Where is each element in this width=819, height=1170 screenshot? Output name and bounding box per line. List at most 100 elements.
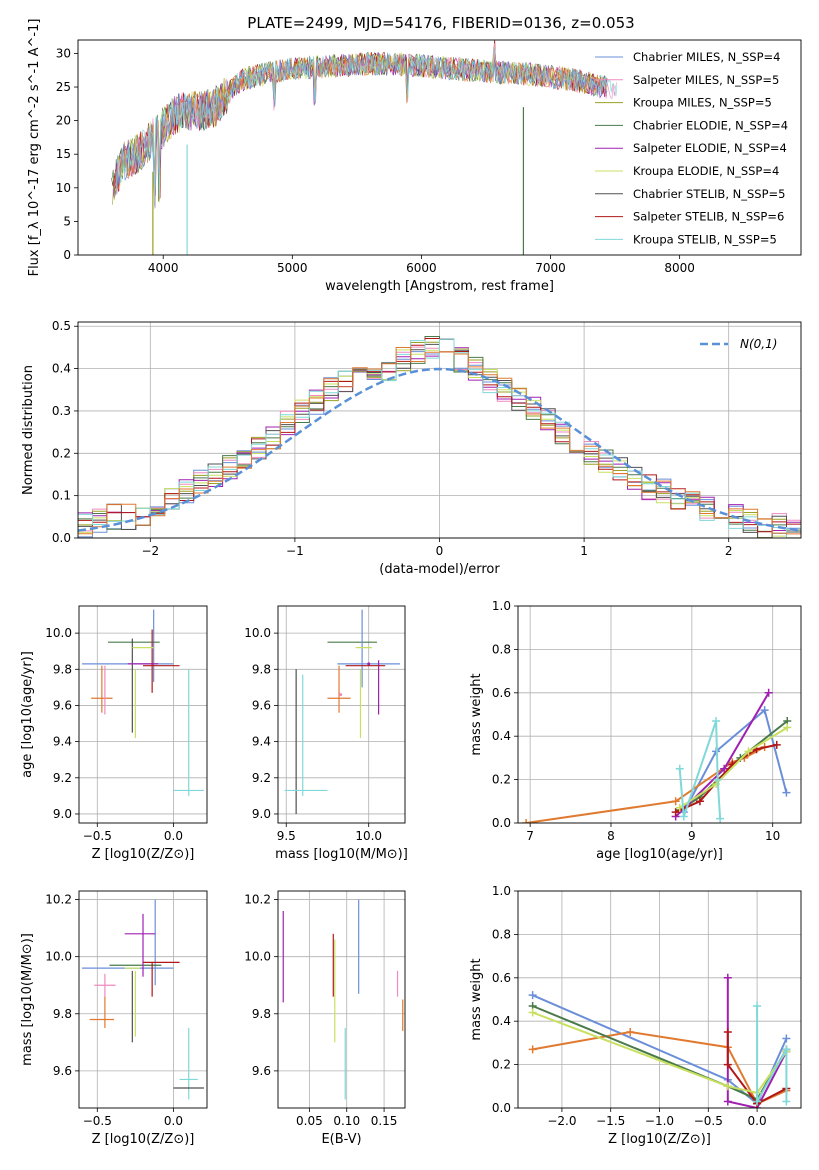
plot-area <box>82 609 204 796</box>
series-marker <box>783 723 792 732</box>
histogram-step <box>78 338 801 538</box>
legend-label: Salpeter ELODIE, N_SSP=4 <box>633 141 787 155</box>
x-tick-label: 2 <box>725 544 733 558</box>
legend-label: Salpeter STELIB, N_SSP=6 <box>633 210 784 224</box>
y-tick-label: 1.0 <box>492 884 511 898</box>
plot-area <box>282 899 404 1100</box>
series-line <box>726 1032 787 1105</box>
data-point <box>339 693 343 697</box>
series-marker <box>720 764 729 773</box>
y-tick-label: 0.4 <box>492 1014 511 1028</box>
spectrum-line <box>115 52 608 188</box>
x-axis-label: mass [log10(M/M⊙)] <box>275 847 408 862</box>
z-vs-mass-panel: −0.5 0.0 9.6 9.8 10.0 10.2 Z [log10(Z/Z⊙)] mass… <box>20 890 208 1147</box>
y-tick-label: 0.0 <box>52 531 71 545</box>
x-tick-label: −0.5 <box>694 1114 723 1128</box>
plot-area <box>111 40 618 255</box>
y-tick-label: 9.2 <box>252 771 271 785</box>
series-marker <box>723 1028 732 1037</box>
y-tick-label: 10.0 <box>244 626 271 640</box>
axes-frame <box>277 605 406 824</box>
y-tick-label: 9.8 <box>53 1007 72 1021</box>
x-tick-label: 8 <box>607 829 615 843</box>
series-marker <box>522 819 531 823</box>
y-axis-label: mass weight <box>469 673 484 755</box>
axes-frame <box>78 890 208 1109</box>
y-tick-label: 20 <box>56 114 71 128</box>
axes-frame <box>77 39 802 256</box>
plot-area <box>528 973 791 1108</box>
series-marker <box>626 1028 635 1037</box>
y-tick-label: 0.6 <box>492 686 511 700</box>
x-tick-label: −0.5 <box>83 829 112 843</box>
legend-label: Kroupa STELIB, N_SSP=5 <box>633 232 777 246</box>
mass-vs-age-panel: 9.5 10.0 9.0 9.2 9.4 9.6 9.8 10.0 mass [log10(M/… <box>244 605 408 862</box>
x-axis-label: Z [log10(Z/Z⊙)] <box>92 1132 195 1147</box>
series-line <box>679 726 788 809</box>
series-marker <box>675 764 684 773</box>
x-axis-label: Z [log10(Z/Z⊙)] <box>608 1132 711 1147</box>
legend-label: Salpeter MILES, N_SSP=5 <box>633 73 779 87</box>
x-tick-label: −2.0 <box>547 1114 576 1128</box>
z-vs-age-panel: −0.5 0.0 9.0 9.2 9.4 9.6 9.8 10.0 Z [log10(Z/Z⊙)… <box>20 605 208 862</box>
y-tick-label: 0 <box>63 248 71 262</box>
series-marker <box>528 1008 537 1017</box>
y-tick-label: 9.4 <box>53 735 72 749</box>
legend-label: Chabrier STELIB, N_SSP=5 <box>633 187 785 201</box>
x-tick-label: 8000 <box>664 261 695 275</box>
series-marker <box>671 808 680 817</box>
series-marker <box>782 1045 791 1054</box>
figure-title: PLATE=2499, MJD=54176, FIBERID=0136, z=0… <box>247 14 634 32</box>
y-tick-label: 10.0 <box>244 950 271 964</box>
x-axis-label: E(B-V) <box>321 1132 361 1147</box>
y-tick-label: 10 <box>56 181 71 195</box>
y-tick-label: 15 <box>56 147 71 161</box>
y-tick-label: 9.6 <box>252 698 271 712</box>
y-tick-label: 9.8 <box>252 1007 271 1021</box>
x-tick-label: 6000 <box>406 261 437 275</box>
y-tick-label: 30 <box>56 46 71 60</box>
x-tick-label: −0.5 <box>83 1114 112 1128</box>
y-tick-label: 0.4 <box>52 362 71 376</box>
y-tick-label: 10.2 <box>244 893 271 907</box>
y-tick-label: 0.8 <box>492 927 511 941</box>
series-marker <box>528 1045 537 1054</box>
legend-label: Kroupa ELODIE, N_SSP=4 <box>633 164 779 178</box>
series-line <box>756 1006 788 1106</box>
y-tick-label: 10.2 <box>45 893 72 907</box>
series-marker <box>679 812 688 821</box>
x-axis-label: Z [log10(Z/Z⊙)] <box>92 847 195 862</box>
histogram-step <box>78 347 801 535</box>
x-tick-label: 1 <box>580 544 588 558</box>
series-marker <box>723 1097 732 1106</box>
series-marker <box>723 1082 732 1091</box>
series-marker <box>712 717 721 726</box>
normal-reference-curve <box>78 367 801 532</box>
x-tick-label: −1.5 <box>596 1114 625 1128</box>
axes-frame <box>78 605 208 824</box>
series-marker <box>764 688 773 697</box>
x-tick-label: 0.0 <box>748 1114 767 1128</box>
series-marker <box>744 747 753 756</box>
plot-area <box>82 899 204 1100</box>
x-tick-label: 0.0 <box>164 829 183 843</box>
y-axis-label: Normed distribution <box>21 365 36 495</box>
x-tick-label: 7000 <box>535 261 566 275</box>
x-axis-label: age [log10(age/yr)] <box>596 847 723 862</box>
x-tick-label: 7 <box>526 829 534 843</box>
series-line <box>525 746 766 823</box>
y-tick-label: 0.5 <box>52 319 71 333</box>
series-marker <box>772 740 781 749</box>
x-tick-label: 4000 <box>148 261 179 275</box>
series-marker <box>723 973 732 982</box>
y-tick-label: 9.4 <box>252 735 271 749</box>
y-axis-label: Flux [f_λ 10^-17 erg cm^-2 s^-1 A^-1] <box>27 19 42 277</box>
series-marker <box>782 1097 791 1106</box>
series-marker <box>782 788 791 797</box>
x-tick-label: 0.10 <box>333 1114 360 1128</box>
y-tick-label: 0.2 <box>492 773 511 787</box>
y-tick-label: 9.0 <box>53 807 72 821</box>
y-tick-label: 0.6 <box>492 971 511 985</box>
series-marker <box>753 1002 762 1011</box>
y-tick-label: 0.0 <box>492 816 511 830</box>
